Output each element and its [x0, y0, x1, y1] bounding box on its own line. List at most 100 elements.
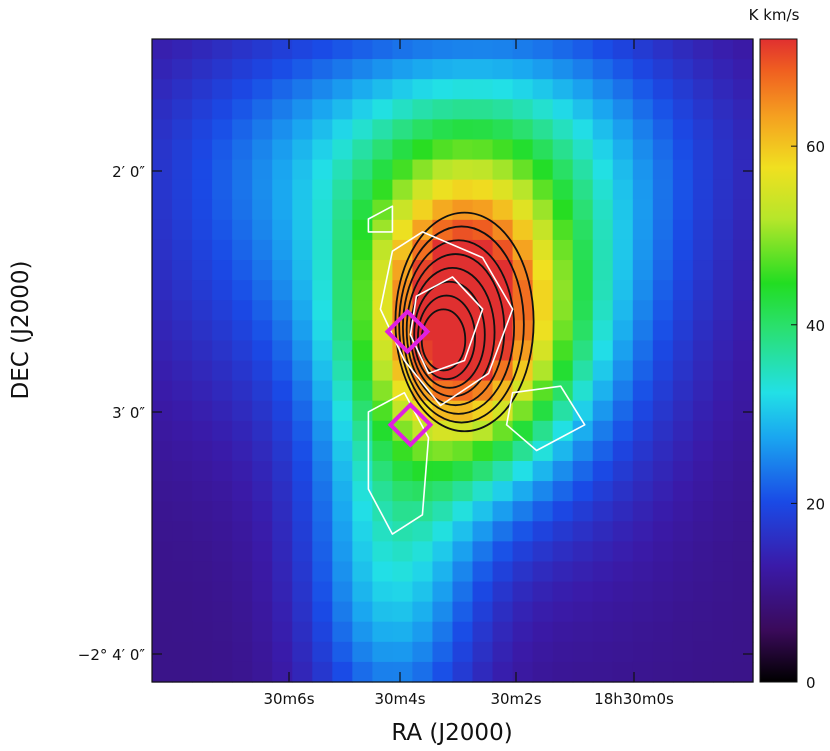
heatmap-cell [392, 99, 414, 120]
heatmap-cell [552, 400, 574, 422]
heatmap-cell [392, 59, 414, 80]
heatmap-cell [232, 300, 253, 321]
heatmap-cell [532, 260, 554, 281]
heatmap-cell [392, 199, 414, 221]
heatmap-cell [212, 119, 233, 141]
heatmap-cell [612, 239, 634, 261]
heatmap-cell [312, 340, 333, 362]
heatmap-cell [632, 239, 654, 261]
heatmap-cell [432, 420, 454, 442]
heatmap-cell [552, 39, 574, 60]
heatmap-cell [172, 440, 193, 462]
heatmap-cell [252, 641, 273, 663]
heatmap-cell [572, 239, 594, 261]
heatmap-cell [332, 460, 353, 482]
colorbar-tick-label: 0 [806, 674, 816, 692]
heatmap-cell [332, 239, 353, 261]
heatmap-cell [492, 320, 514, 341]
heatmap-cell [652, 501, 674, 522]
heatmap-cell [652, 360, 674, 382]
heatmap-cell [552, 641, 574, 663]
heatmap-cell [472, 260, 494, 281]
white-contour [367, 205, 394, 233]
diamond-marker [387, 401, 434, 448]
heatmap-cell [232, 380, 253, 402]
heatmap-cell [432, 139, 454, 161]
heatmap-cell [572, 621, 594, 643]
heatmap-cell [692, 641, 714, 663]
black-contour [398, 225, 525, 424]
heatmap-cell [172, 420, 193, 442]
heatmap-cell [632, 581, 654, 603]
heatmap-cell [652, 219, 674, 241]
heatmap-cell [712, 239, 734, 261]
heatmap-cell [292, 360, 313, 382]
heatmap-cell [232, 199, 253, 221]
heatmap-cell [412, 561, 434, 583]
heatmap-cell [592, 99, 614, 120]
y-tick-label: 2′ 0″ [112, 163, 145, 181]
heatmap-cell [352, 39, 373, 60]
heatmap-cell [652, 159, 674, 181]
heatmap-cell [732, 501, 754, 522]
heatmap-cell [452, 99, 474, 120]
heatmap-cell [192, 521, 213, 542]
heatmap-cell [212, 260, 233, 281]
heatmap-cell [632, 340, 654, 362]
heatmap-cell [292, 601, 313, 623]
heatmap-cell [632, 661, 654, 683]
heatmap-cell [192, 501, 213, 522]
heatmap-cell [532, 199, 554, 221]
heatmap-cell [612, 460, 634, 482]
heatmap-cell [692, 340, 714, 362]
heatmap-cell [212, 581, 233, 603]
heatmap-cell [412, 541, 434, 563]
heatmap-cell [612, 119, 634, 141]
heatmap-cell [432, 179, 454, 201]
heatmap-cell [172, 521, 193, 542]
heatmap-cell [412, 119, 434, 141]
heatmap-cell [572, 541, 594, 563]
heatmap-cell [192, 440, 213, 462]
heatmap-cell [152, 280, 173, 301]
heatmap-cell [212, 139, 233, 161]
heatmap-cell [212, 460, 233, 482]
heatmap-cell [432, 581, 454, 603]
heatmap-cell [192, 581, 213, 603]
heatmap-cell [492, 159, 514, 181]
heatmap-cell [352, 460, 373, 482]
heatmap-cell [572, 601, 594, 623]
heatmap-cell [732, 561, 754, 583]
heatmap-cell [692, 521, 714, 542]
heatmap-cell [592, 601, 614, 623]
heatmap-cell [512, 621, 534, 643]
heatmap-cell [712, 360, 734, 382]
heatmap-cell [592, 400, 614, 422]
heatmap-cell [412, 601, 434, 623]
heatmap-cell [572, 380, 594, 402]
heatmap-cell [672, 199, 694, 221]
heatmap-cell [212, 481, 233, 502]
axis-ticks: 30m6s 30m4s 30m2s 18h30m0s 2′ 0″ 3′ 0″ −2° 4′ … [78, 39, 753, 708]
heatmap-cell [612, 260, 634, 281]
heatmap-cell [252, 39, 273, 60]
heatmap-cell [252, 460, 273, 482]
heatmap-cell [492, 501, 514, 522]
heatmap-cell [492, 481, 514, 502]
heatmap-cell [672, 239, 694, 261]
heatmap-cell [232, 280, 253, 301]
heatmap-cell [452, 541, 474, 563]
heatmap-cell [552, 280, 574, 301]
heatmap-cell [552, 59, 574, 80]
heatmap-cell [292, 39, 313, 60]
heatmap-cell [732, 159, 754, 181]
heatmap-cell [632, 59, 654, 80]
heatmap-cell [632, 601, 654, 623]
heatmap-cell [232, 219, 253, 241]
heatmap-cell [732, 440, 754, 462]
heatmap-cell [312, 581, 333, 603]
heatmap-cell [652, 661, 674, 683]
heatmap-cell [652, 320, 674, 341]
heatmap-cell [712, 601, 734, 623]
heatmap-cell [372, 39, 393, 60]
